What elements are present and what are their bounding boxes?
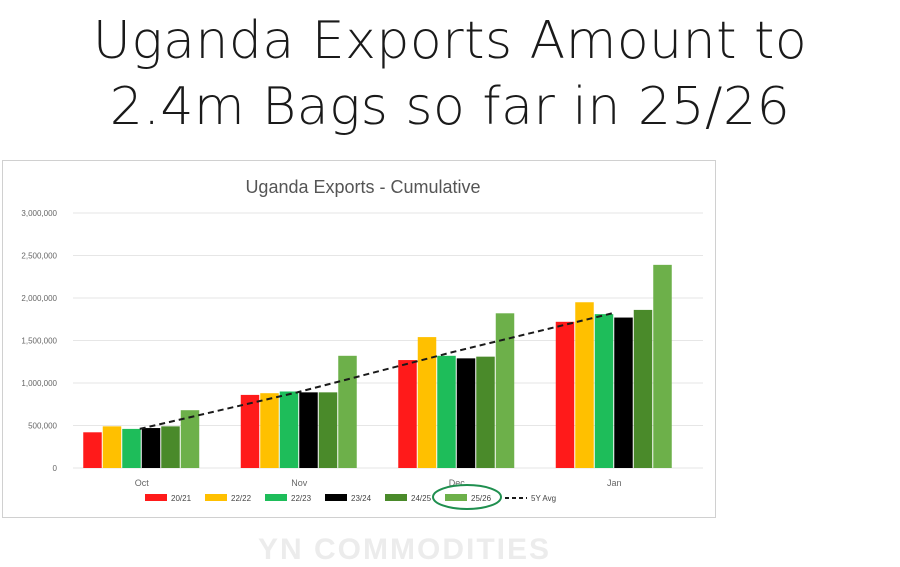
bar-22-23-nov [279,391,299,468]
bar-24-25-nov [318,392,338,468]
y-tick-label: 1,500,000 [21,337,57,346]
chart-frame: Uganda Exports - Cumulative 0 500,000 1,000… [2,160,716,566]
y-tick-label: 2,000,000 [21,294,57,303]
bar-20-21-oct [83,432,102,468]
bar-22-22-jan [575,302,594,468]
x-tick-label: Oct [135,478,150,488]
y-tick-label: 3,000,000 [21,209,57,218]
x-tick-label: Dec [449,478,466,488]
legend-swatch-25-26 [445,494,467,501]
headline: Uganda Exports Amount to 2.4m Bags so fa… [0,8,900,140]
trend-line-5y-avg [139,312,613,430]
bar-20-21-nov [240,394,260,468]
y-tick-label: 1,000,000 [21,379,57,388]
legend-swatch-22-23 [265,494,287,501]
x-tick-label: Jan [607,478,622,488]
legend-label: 20/21 [171,494,192,503]
chart-svg: Uganda Exports - Cumulative 0 500,000 1,000… [21,177,703,510]
bar-22-22-nov [260,393,279,468]
bar-23-24-oct [141,428,161,468]
bar-22-23-jan [594,314,614,468]
bar-22-22-dec [417,337,437,468]
legend-label: 22/22 [231,494,252,503]
y-tick-label: 500,000 [28,422,57,431]
legend-highlight-circle [432,484,502,510]
legend-label: 22/23 [291,494,312,503]
legend-swatch-23-24 [325,494,347,501]
bar-22-23-oct [122,428,141,468]
legend-swatch-24-25 [385,494,407,501]
headline-line-1: Uganda Exports Amount to [92,11,808,71]
legend-label: 24/25 [411,494,432,503]
watermark-text: YN COMMODITIES [258,533,552,566]
bar-25-26-oct [180,410,200,468]
bar-23-24-jan [614,317,633,468]
headline-line-2: 2.4m Bags so far in 25/26 [109,77,791,137]
bar-24-25-dec [476,356,495,468]
bar-22-23-dec [437,355,456,468]
bar-20-21-jan [555,321,575,468]
bar-22-22-oct [102,426,122,468]
chart-title: Uganda Exports - Cumulative [245,177,480,197]
bar-24-25-oct [161,426,180,468]
bar-20-21-dec [398,360,417,468]
legend-label: 23/24 [351,494,372,503]
bar-25-26-jan [653,264,672,468]
bar-25-26-dec [495,313,515,468]
bar-25-26-nov [338,355,357,468]
x-tick-label: Nov [291,478,308,488]
y-tick-label: 0 [53,464,58,473]
bar-24-25-jan [633,309,653,468]
legend-swatch-20-21 [145,494,167,501]
legend-label: 5Y Avg [531,494,556,503]
legend-label: 25/26 [471,494,492,503]
legend-swatch-22-22 [205,494,227,501]
bar-23-24-nov [299,392,318,468]
y-tick-label: 2,500,000 [21,252,57,261]
bar-23-24-dec [456,358,476,468]
